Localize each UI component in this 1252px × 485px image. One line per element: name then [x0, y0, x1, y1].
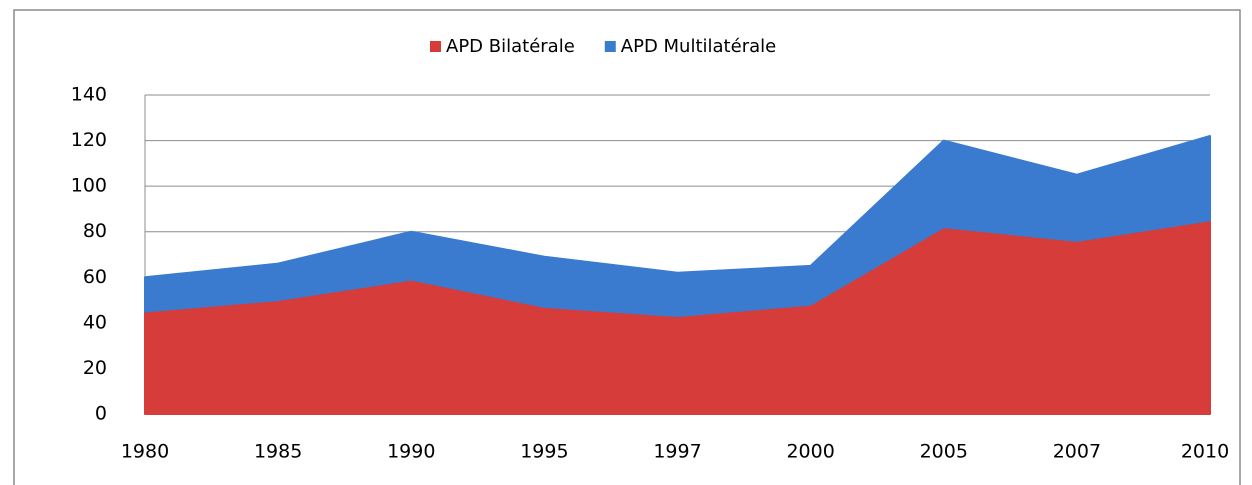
y-tick-label: 140	[71, 84, 107, 106]
legend-swatch	[604, 41, 616, 52]
areas	[144, 135, 1211, 415]
x-tick-label: 1995	[520, 441, 568, 463]
legend-swatch	[430, 41, 441, 52]
legend-label: APD Bilatérale	[446, 36, 575, 57]
y-tick-label: 40	[83, 311, 107, 333]
y-tick-label: 120	[71, 129, 107, 151]
legend-label: APD Multilatérale	[621, 36, 776, 57]
area	[144, 135, 1211, 318]
x-tick-label: 2010	[1181, 441, 1229, 463]
x-tick-label: 2005	[920, 441, 968, 463]
labels: 0 20 40 60 80 100 120 140 1980 1985 1990 1995 1997 20…	[71, 36, 1229, 463]
x-tick-label: 2000	[786, 441, 834, 463]
y-tick-label: 20	[83, 357, 107, 379]
y-tick-label: 100	[71, 175, 107, 197]
x-tick-label: 1990	[387, 441, 435, 463]
x-tick-label: 1997	[653, 441, 701, 463]
x-tick-label: 1980	[121, 441, 169, 463]
x-tick-label: 1985	[254, 441, 302, 463]
x-tick-label: 2007	[1053, 441, 1101, 463]
y-tick-label: 80	[83, 220, 107, 242]
y-tick-label: 60	[83, 266, 107, 288]
y-tick-label: 0	[95, 403, 107, 425]
